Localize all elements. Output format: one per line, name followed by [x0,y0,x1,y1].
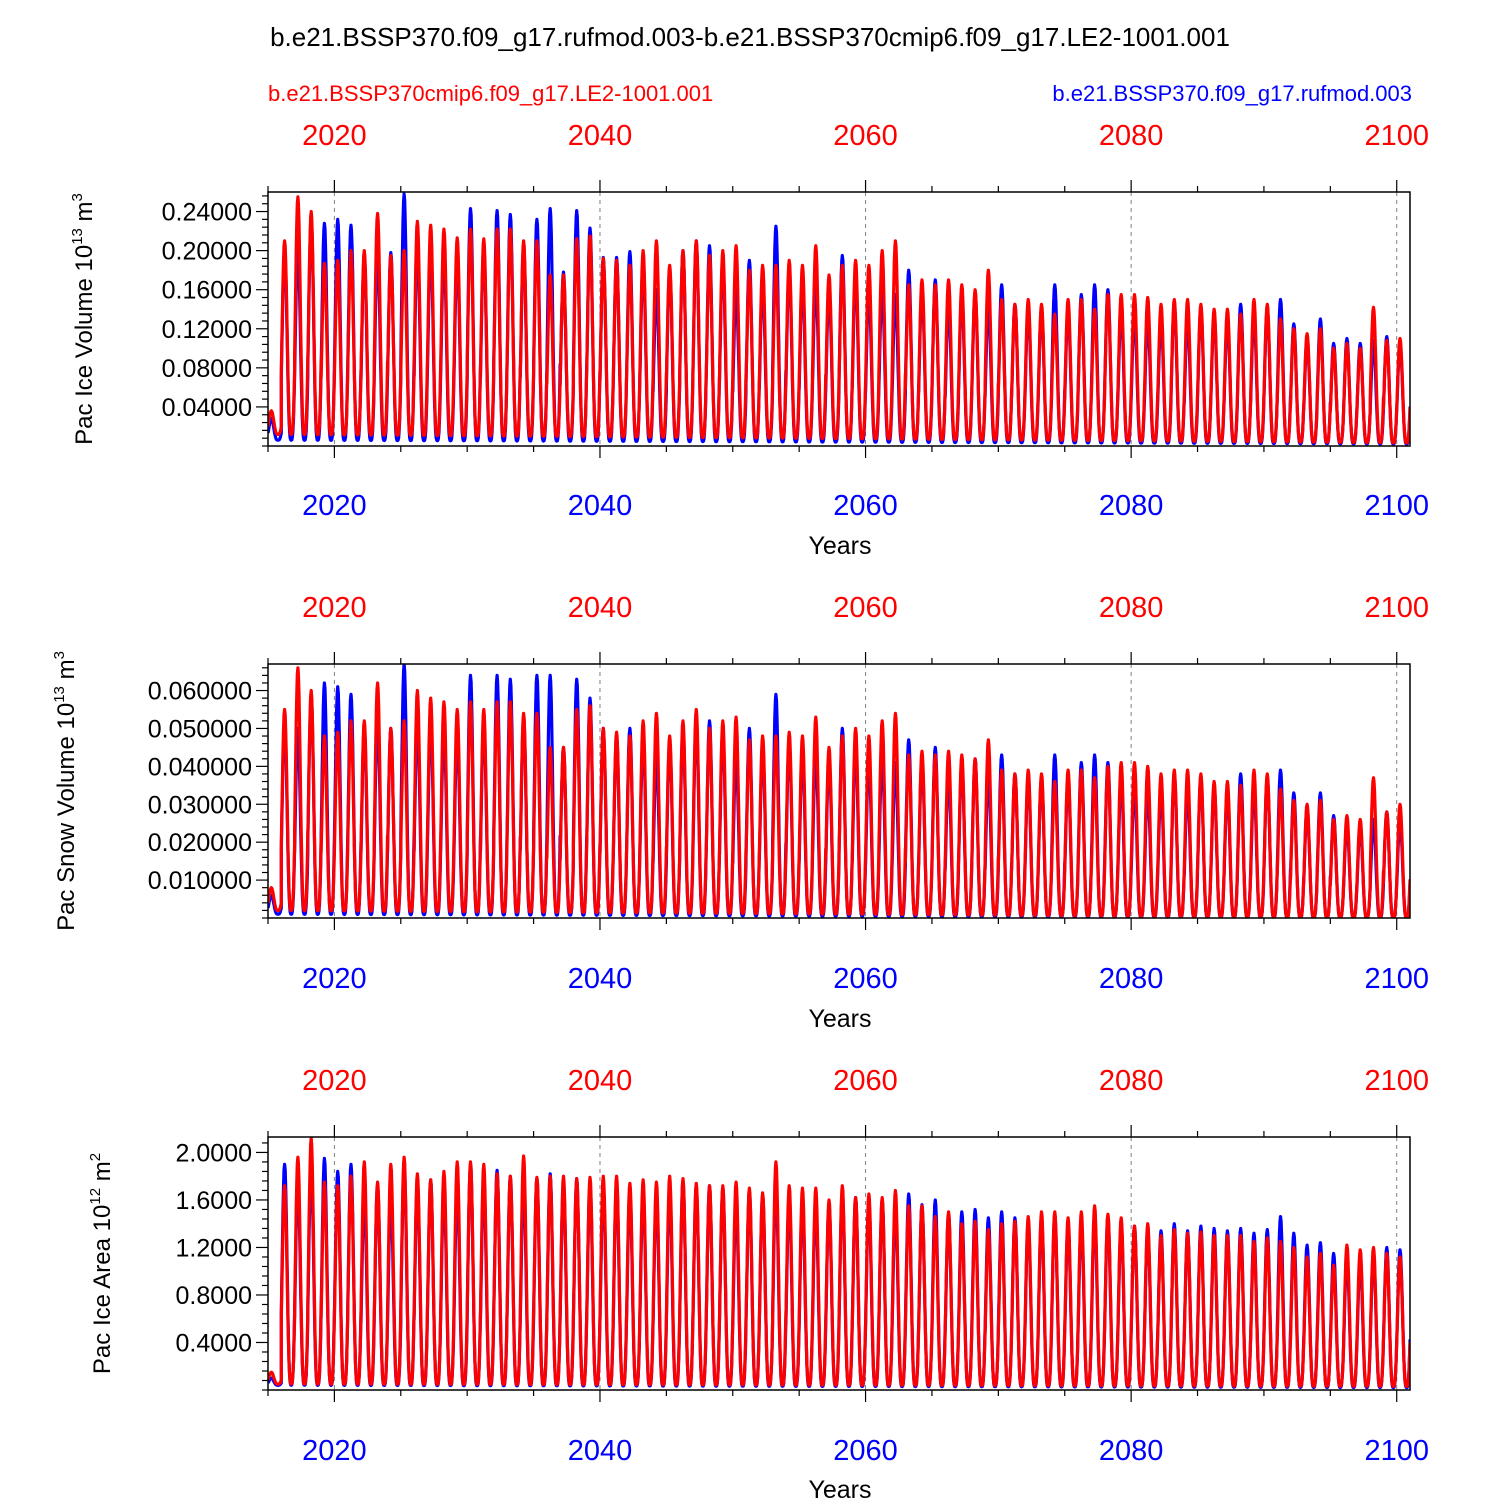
plot-frame [267,663,1411,919]
legend-red-label: b.e21.BSSP370cmip6.f09_g17.LE2-1001.001 [268,81,713,106]
y-axis-label: Pac Ice Volume 1013 m3 [69,193,98,445]
y-tick-label: 0.04000 [162,394,252,422]
x-tick-label-bottom: 2080 [1099,490,1164,522]
x-tick-label-bottom: 2100 [1364,963,1429,995]
y-tick-label: 0.16000 [162,277,252,305]
chart-panel-2: 0.010000 0.020000 0.030000 0.040000 0.050000… [51,592,1429,1033]
x-tick-label-bottom: 2040 [568,1435,633,1467]
y-tick-label: 0.010000 [148,867,252,895]
x-tick-label-top: 2080 [1099,120,1164,152]
x-tick-label-top: 2020 [302,592,367,624]
x-tick-label-top: 2100 [1364,120,1429,152]
figure-title: b.e21.BSSP370.f09_g17.rufmod.003-b.e21.B… [270,22,1230,52]
x-tick-label-bottom: 2020 [302,490,367,522]
y-tick-label: 0.060000 [148,678,252,706]
x-tick-label-bottom: 2060 [833,1435,898,1467]
legend-blue-label: b.e21.BSSP370.f09_g17.rufmod.003 [1052,81,1412,106]
series-line-red [268,195,1410,445]
x-tick-label-bottom: 2040 [568,490,633,522]
y-tick-label: 1.6000 [176,1187,252,1215]
y-axis-label: Pac Ice Area 1012 m2 [87,1153,116,1374]
x-tick-label-bottom: 2060 [833,490,898,522]
plot-frame [267,1136,1411,1391]
x-tick-label-top: 2040 [568,120,633,152]
chart-panel-3: 0.4000 0.8000 1.2000 1.6000 2.0000 2020 2020 20… [87,1065,1429,1500]
x-tick-label-top: 2100 [1364,1065,1429,1097]
x-axis-label: Years [808,532,871,560]
x-tick-label-bottom: 2020 [302,1435,367,1467]
x-tick-label-top: 2060 [833,1065,898,1097]
x-tick-label-top: 2060 [833,120,898,152]
x-axis-label: Years [808,1476,871,1500]
series-line-red [268,1137,1410,1388]
y-tick-label: 2.0000 [176,1139,252,1167]
x-tick-label-bottom: 2080 [1099,1435,1164,1467]
y-tick-label: 1.2000 [176,1234,252,1262]
x-tick-label-bottom: 2100 [1364,1435,1429,1467]
y-tick-label: 0.12000 [162,316,252,344]
x-tick-label-top: 2060 [833,592,898,624]
y-tick-label: 0.4000 [176,1329,252,1357]
y-tick-label: 0.8000 [176,1282,252,1310]
plot-frame [267,191,1411,447]
x-tick-label-top: 2100 [1364,592,1429,624]
x-tick-label-bottom: 2060 [833,963,898,995]
x-tick-label-top: 2080 [1099,592,1164,624]
x-tick-label-bottom: 2040 [568,963,633,995]
y-tick-label: 0.040000 [148,753,252,781]
y-tick-label: 0.030000 [148,791,252,819]
series-line-red [268,666,1410,918]
x-tick-label-top: 2020 [302,120,367,152]
chart-panel-1: 0.04000 0.08000 0.12000 0.16000 0.20000 0.240… [69,120,1429,560]
x-tick-label-top: 2040 [568,592,633,624]
x-axis-label: Years [808,1005,871,1033]
y-tick-label: 0.08000 [162,355,252,383]
y-tick-label: 0.24000 [162,199,252,227]
y-tick-label: 0.050000 [148,715,252,743]
x-tick-label-bottom: 2100 [1364,490,1429,522]
x-tick-label-bottom: 2080 [1099,963,1164,995]
y-axis-label: Pac Snow Volume 1013 m3 [51,651,80,931]
x-tick-label-top: 2080 [1099,1065,1164,1097]
y-tick-label: 0.20000 [162,238,252,266]
y-tick-label: 0.020000 [148,829,252,857]
x-tick-label-top: 2020 [302,1065,367,1097]
x-tick-label-top: 2040 [568,1065,633,1097]
x-tick-label-bottom: 2020 [302,963,367,995]
